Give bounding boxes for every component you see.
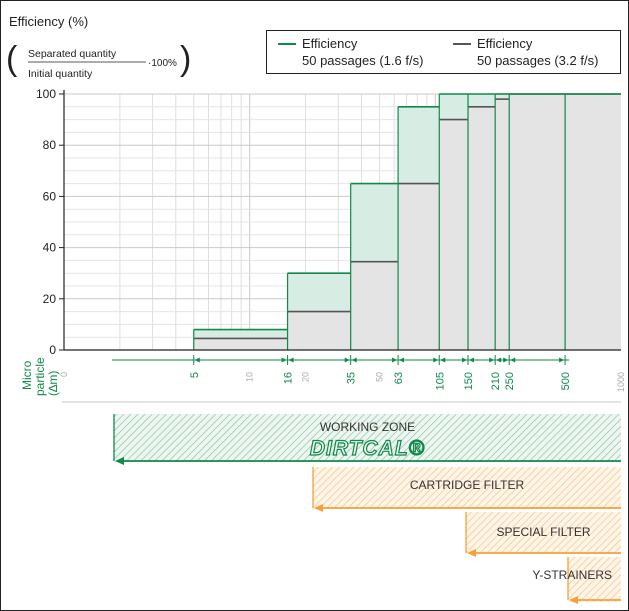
x-axis-title-line3: (∆m) xyxy=(46,371,60,396)
dimension-arrow-left xyxy=(462,357,468,363)
boundary-label: 210 xyxy=(490,372,502,390)
bar-series-2 xyxy=(287,311,351,350)
x-tick-label: 1000 xyxy=(616,372,626,392)
y-tick-label: 60 xyxy=(43,189,57,203)
boundary-label: 250 xyxy=(504,372,516,390)
zone-arrowhead xyxy=(569,596,578,604)
formula-open-paren: ( xyxy=(6,40,18,78)
boundary-label: 35 xyxy=(346,372,358,384)
x-axis: 5 16 35 63 105 150 210 250 500 0 10 20 50 1000 xyxy=(59,349,626,403)
x-tick-label: 0 xyxy=(59,372,69,377)
x-tick-label: 50 xyxy=(374,372,384,382)
dimension-arrow-right xyxy=(440,357,446,363)
zone-label: SPECIAL FILTER xyxy=(496,525,590,539)
bar-series-2 xyxy=(439,119,469,350)
bar-series-2 xyxy=(398,183,440,350)
boundary-label: 16 xyxy=(283,372,295,384)
bar-series-2 xyxy=(495,99,510,351)
dimension-arrow-right xyxy=(351,357,357,363)
dimension-arrow-left xyxy=(281,357,287,363)
y-axis: 0 20 40 60 80 100 xyxy=(36,87,65,357)
dimension-arrow-left xyxy=(344,357,350,363)
boundary-label: 105 xyxy=(434,372,446,390)
dirtcal-logo: DIRTCAL® xyxy=(310,437,425,460)
zone-arrowhead xyxy=(314,504,323,512)
y-tick-label: 80 xyxy=(43,138,57,152)
bar-series-2 xyxy=(509,94,566,350)
zone-band xyxy=(313,467,621,509)
formula-close-paren: ) xyxy=(180,40,191,78)
legend-label-2-line2: 50 passages (3.2 f/s) xyxy=(477,53,598,68)
bar-series-2 xyxy=(350,261,399,350)
dimension-arrow-left xyxy=(503,357,509,363)
zone-label: CARTRIDGE FILTER xyxy=(410,478,525,492)
y-tick-label: 20 xyxy=(43,292,57,306)
legend-item-2: Efficiency 50 passages (3.2 f/s) xyxy=(453,36,598,68)
x-tick-label: 20 xyxy=(301,372,311,382)
legend-label-2-line1: Efficiency xyxy=(477,36,533,51)
zone-arrowhead xyxy=(115,457,124,465)
boundary-label: 63 xyxy=(393,372,405,384)
dimension-arrow-right xyxy=(194,357,200,363)
legend-item-1: Efficiency 50 passages (1.6 f/s) xyxy=(278,36,423,68)
dimension-arrow-right xyxy=(399,357,405,363)
dimension-arrow-left xyxy=(559,357,565,363)
y-tick-label: 0 xyxy=(49,343,56,357)
zone-band xyxy=(114,414,621,462)
zone-arrowhead xyxy=(467,549,476,557)
bar-series-2 xyxy=(193,338,288,350)
y-tick-label: 40 xyxy=(43,241,57,255)
legend-label-1-line2: 50 passages (1.6 f/s) xyxy=(302,53,423,68)
dimension-arrow-right xyxy=(496,357,502,363)
bar-series-2 xyxy=(468,106,496,350)
dimension-arrow-right xyxy=(288,357,294,363)
dimension-arrow-right xyxy=(469,357,475,363)
legend-label-1-line1: Efficiency xyxy=(302,36,358,51)
x-axis-title-line1: Micro xyxy=(20,360,34,390)
y-tick-label: 100 xyxy=(36,87,56,101)
zone-label: Y-STRAINERS xyxy=(532,568,612,582)
formula-denominator: Initial quantity xyxy=(28,68,93,80)
dimension-arrow-left xyxy=(489,357,495,363)
chart-title: Efficiency (%) xyxy=(9,14,88,29)
bars xyxy=(193,93,621,351)
zone-label: WORKING ZONE xyxy=(320,420,415,434)
bar-series-2 xyxy=(565,94,621,350)
zone-band xyxy=(466,512,621,554)
boundary-label: 150 xyxy=(463,372,475,390)
boundary-label: 500 xyxy=(560,372,572,390)
dimension-arrow-left xyxy=(392,357,398,363)
formula-multiplier: ·100% xyxy=(148,58,177,69)
dimension-arrow-left xyxy=(433,357,439,363)
legend-box xyxy=(266,30,621,74)
filter-zones: WORKING ZONE DIRTCAL® CARTRIDGE FILTER SPEC… xyxy=(113,414,621,604)
dimension-arrow-right xyxy=(510,357,516,363)
x-tick-label: 10 xyxy=(245,372,255,382)
boundary-label: 5 xyxy=(189,372,201,378)
zone-band xyxy=(568,557,621,602)
formula-numerator: Separated quantity xyxy=(28,48,117,60)
x-axis-title-line2: particle xyxy=(33,357,47,396)
